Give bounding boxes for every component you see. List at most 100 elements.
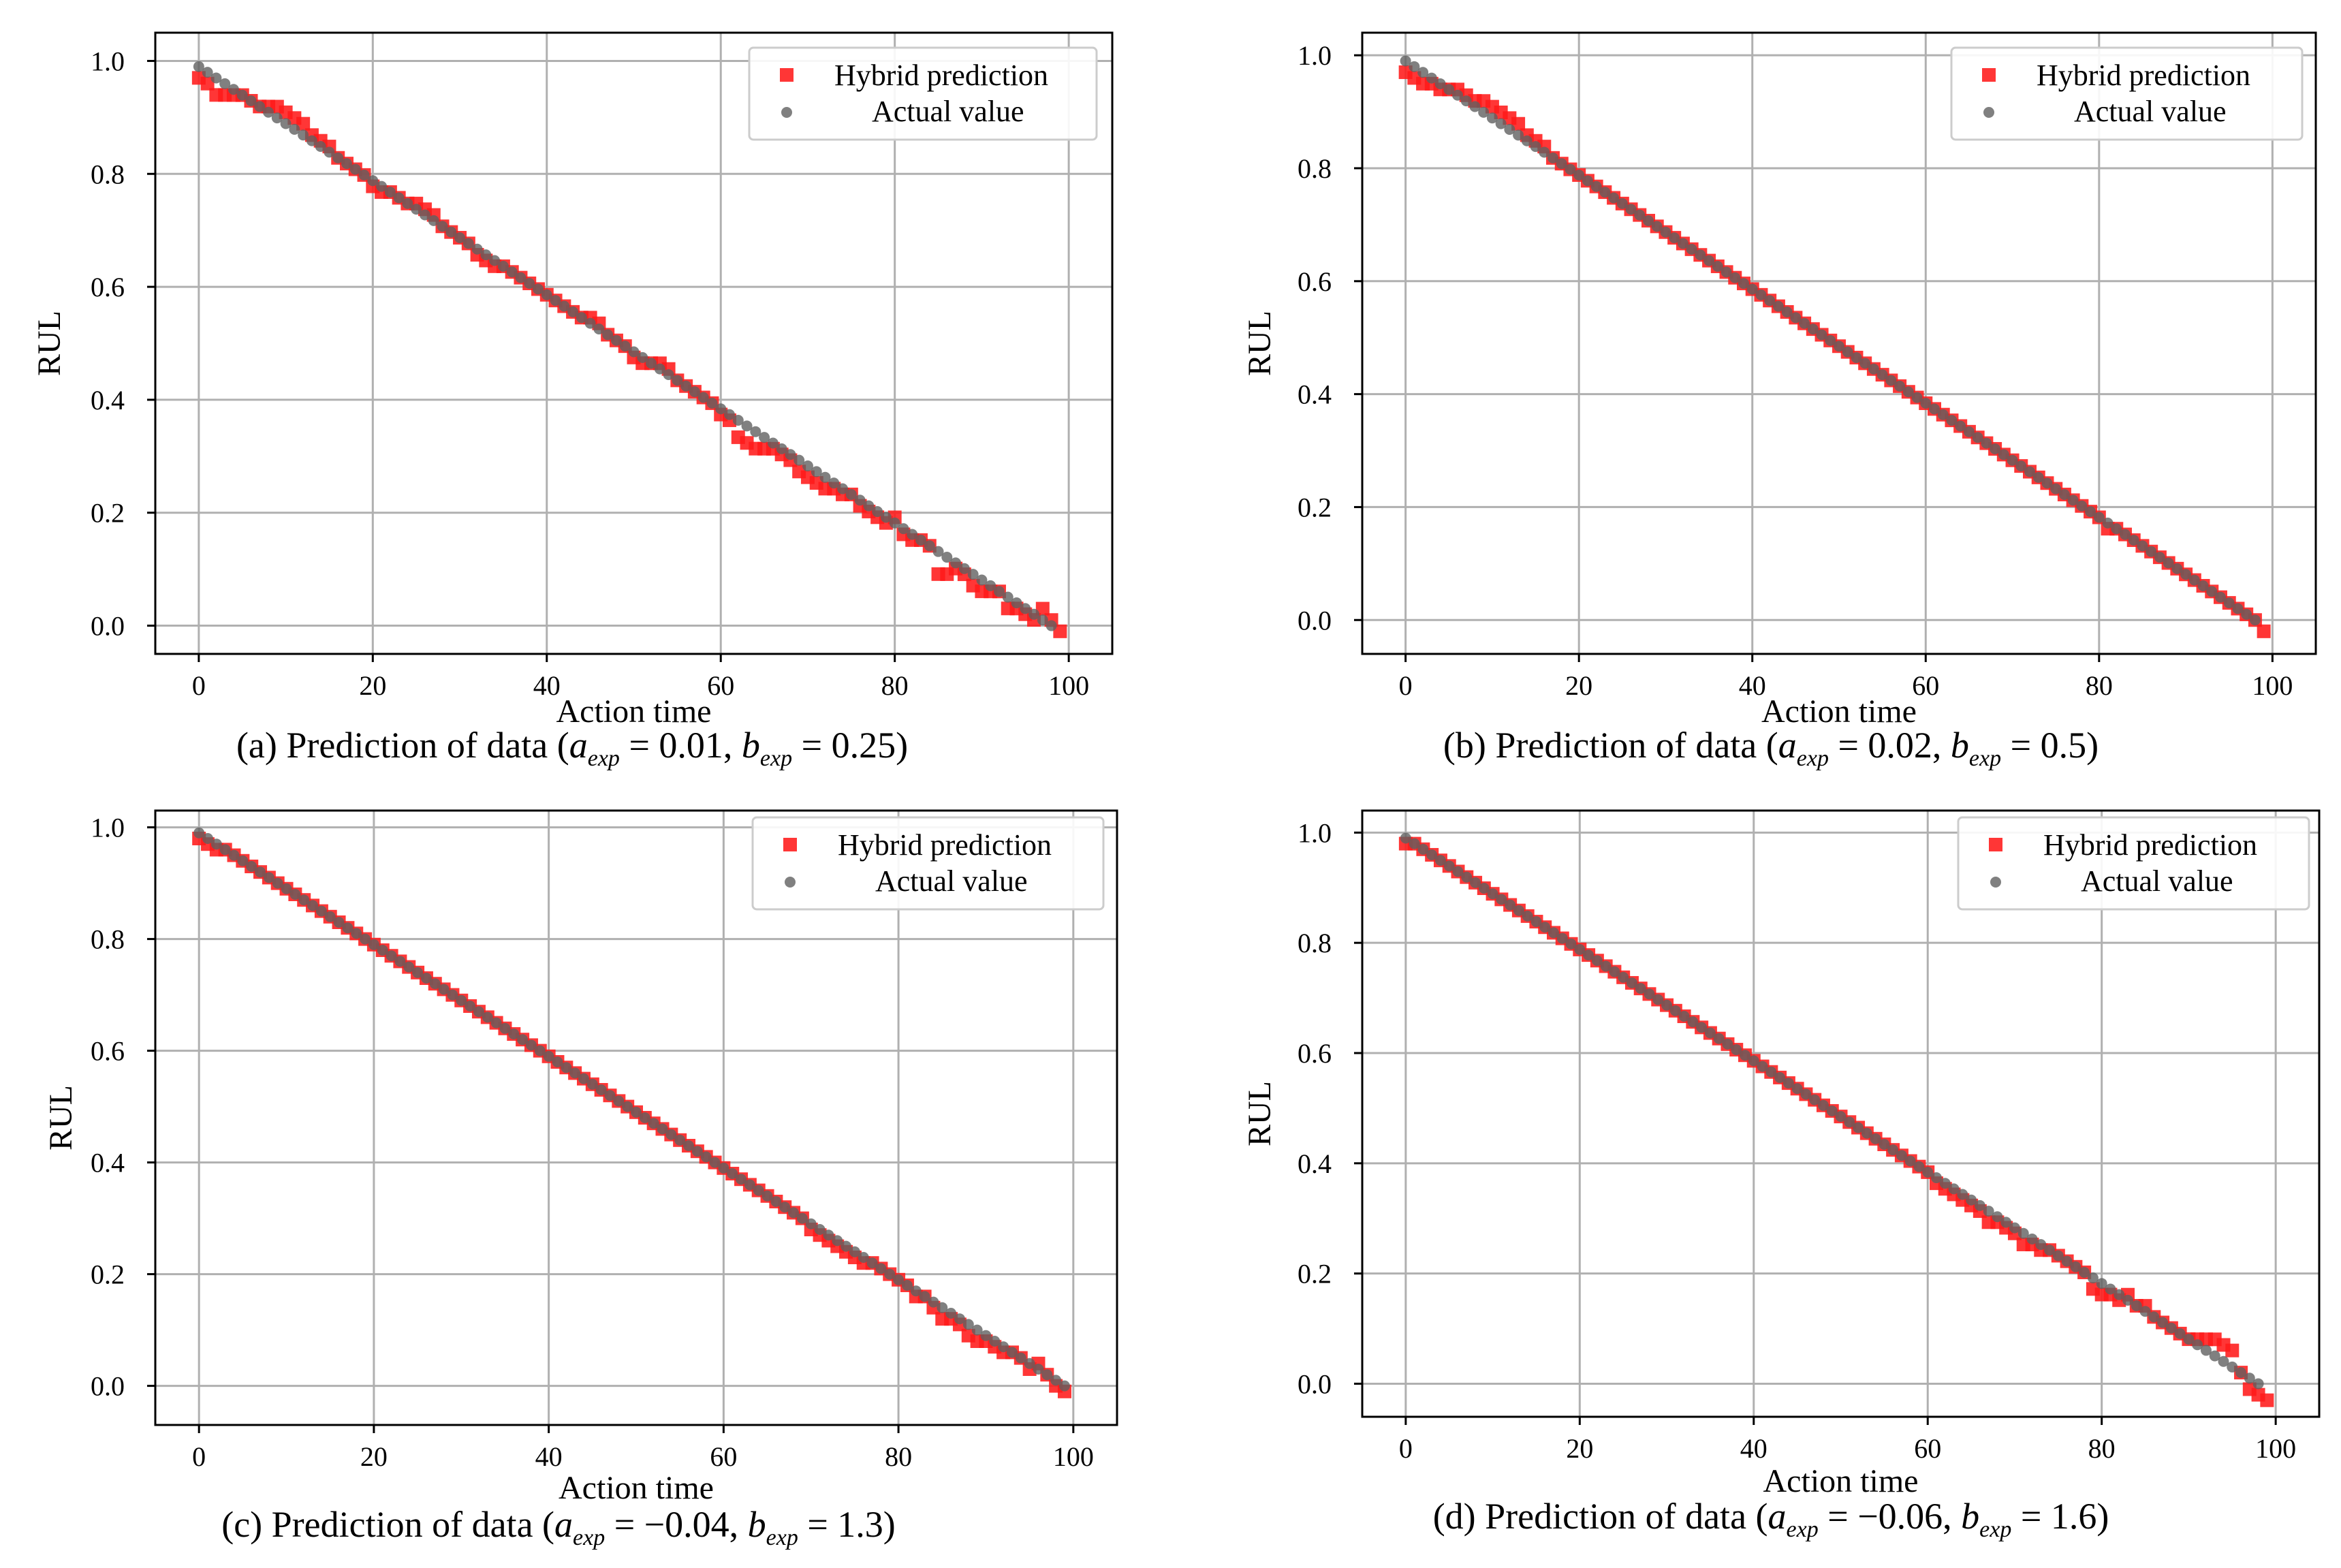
actual-value-point — [794, 454, 805, 466]
actual-value-point — [1470, 877, 1481, 888]
actual-value-point — [480, 249, 492, 261]
actual-value-point — [2183, 1334, 2195, 1345]
legend-label-actual: Actual value — [875, 864, 1028, 898]
actual-value-point — [1513, 905, 1524, 916]
actual-value-point — [2035, 1239, 2047, 1251]
actual-value-point — [578, 1073, 589, 1084]
actual-value-point — [898, 523, 909, 535]
panel-caption: (d) Prediction of data (aexp = −0.06, be… — [1433, 1496, 2109, 1542]
actual-value-point — [718, 1162, 729, 1174]
actual-value-point — [1834, 341, 1844, 352]
actual-value-point — [828, 477, 840, 489]
actual-value-point — [2232, 603, 2244, 614]
actual-value-point — [237, 855, 249, 866]
y-axis-label: RUL — [1242, 311, 1278, 376]
actual-value-point — [1911, 392, 1923, 403]
caption-part: ( — [1746, 1496, 1767, 1537]
actual-value-point — [2111, 523, 2122, 535]
actual-value-point — [2165, 1322, 2177, 1334]
actual-value-point — [2200, 1345, 2212, 1356]
actual-value-point — [210, 838, 222, 850]
panel-c: 0 20 40 60 80 100 0.0 0.2 0.4 0.6 0.8 1.0 Action tim… — [43, 809, 1118, 1550]
actual-value-point — [1024, 1358, 1035, 1369]
caption-part: −0.06 — [1857, 1496, 1943, 1537]
actual-value-point — [2128, 534, 2139, 546]
series-hybrid-prediction — [1398, 65, 2271, 638]
x-tick-label: 20 — [1566, 1433, 1593, 1464]
actual-value-point — [576, 312, 587, 324]
caption-part: = — [1819, 1496, 1857, 1537]
actual-value-point — [263, 872, 274, 883]
actual-value-point — [2032, 471, 2044, 483]
actual-value-point — [1851, 351, 1862, 363]
caption-part: b — [742, 725, 760, 766]
actual-value-point — [785, 449, 796, 460]
caption-part: = — [792, 725, 831, 766]
caption-part: 1.6 — [2051, 1496, 2097, 1537]
actual-value-point — [1028, 608, 1040, 620]
actual-value-point — [515, 272, 527, 283]
actual-value-point — [1651, 221, 1663, 232]
actual-value-point — [646, 358, 657, 369]
hybrid-prediction-point — [2260, 1393, 2274, 1407]
actual-value-point — [1599, 187, 1611, 198]
y-tick-label: 1.0 — [1298, 817, 1332, 848]
actual-value-point — [349, 163, 361, 175]
actual-value-point — [941, 552, 953, 563]
y-tick-label: 0.2 — [91, 1259, 125, 1290]
caption-part: exp — [588, 746, 620, 771]
actual-value-point — [875, 1263, 887, 1274]
actual-value-point — [358, 169, 370, 181]
actual-value-point — [945, 1308, 957, 1319]
actual-value-point — [1748, 1055, 1759, 1067]
actual-value-point — [2163, 557, 2174, 569]
actual-value-point — [506, 266, 518, 278]
actual-value-point — [1826, 1105, 1838, 1116]
actual-value-point — [1800, 1088, 1812, 1100]
actual-value-point — [2087, 1272, 2099, 1284]
legend-label-actual: Actual value — [2074, 95, 2227, 128]
actual-value-point — [2070, 1261, 2081, 1272]
actual-value-point — [619, 341, 631, 352]
actual-value-point — [1782, 1078, 1794, 1089]
actual-value-point — [2000, 1217, 2012, 1228]
actual-value-point — [648, 1118, 659, 1129]
actual-value-point — [1037, 614, 1048, 626]
y-tick-label: 0.0 — [91, 611, 125, 642]
actual-value-point — [1868, 363, 1879, 375]
caption-part: 0.01 — [659, 725, 723, 766]
actual-value-point — [1774, 1071, 1786, 1083]
actual-value-point — [1486, 112, 1498, 124]
actual-value-point — [1876, 369, 1888, 381]
actual-value-point — [1582, 175, 1593, 187]
caption-part: = — [2001, 725, 2040, 766]
actual-value-point — [805, 1218, 817, 1229]
actual-value-point — [1904, 1155, 1916, 1167]
actual-value-point — [2102, 517, 2114, 529]
actual-value-point — [567, 306, 579, 317]
actual-value-point — [2061, 1255, 2073, 1267]
actual-value-point — [1409, 838, 1420, 849]
actual-value-point — [1469, 101, 1481, 112]
caption-part: exp — [760, 746, 792, 771]
hybrid-prediction-point — [1035, 601, 1050, 616]
actual-value-point — [657, 1123, 668, 1135]
actual-value-point — [193, 61, 204, 72]
actual-value-point — [1853, 1122, 1864, 1133]
actual-value-point — [715, 403, 727, 415]
actual-value-point — [2067, 495, 2079, 506]
series-hybrid-prediction — [1398, 836, 2274, 1407]
caption-part: ( — [533, 1504, 554, 1545]
legend-label-prediction: Hybrid prediction — [2037, 59, 2250, 92]
actual-value-point — [272, 877, 283, 889]
actual-value-point — [901, 1280, 913, 1291]
actual-value-point — [689, 386, 700, 398]
actual-value-point — [1972, 432, 1983, 443]
actual-value-point — [823, 1229, 834, 1241]
actual-value-point — [1573, 169, 1585, 181]
actual-value-point — [1417, 843, 1429, 855]
x-axis-label: Action time — [1761, 693, 1917, 730]
actual-value-point — [976, 574, 988, 586]
actual-value-point — [2041, 477, 2053, 489]
y-tick-label: 0.2 — [1298, 492, 1332, 522]
